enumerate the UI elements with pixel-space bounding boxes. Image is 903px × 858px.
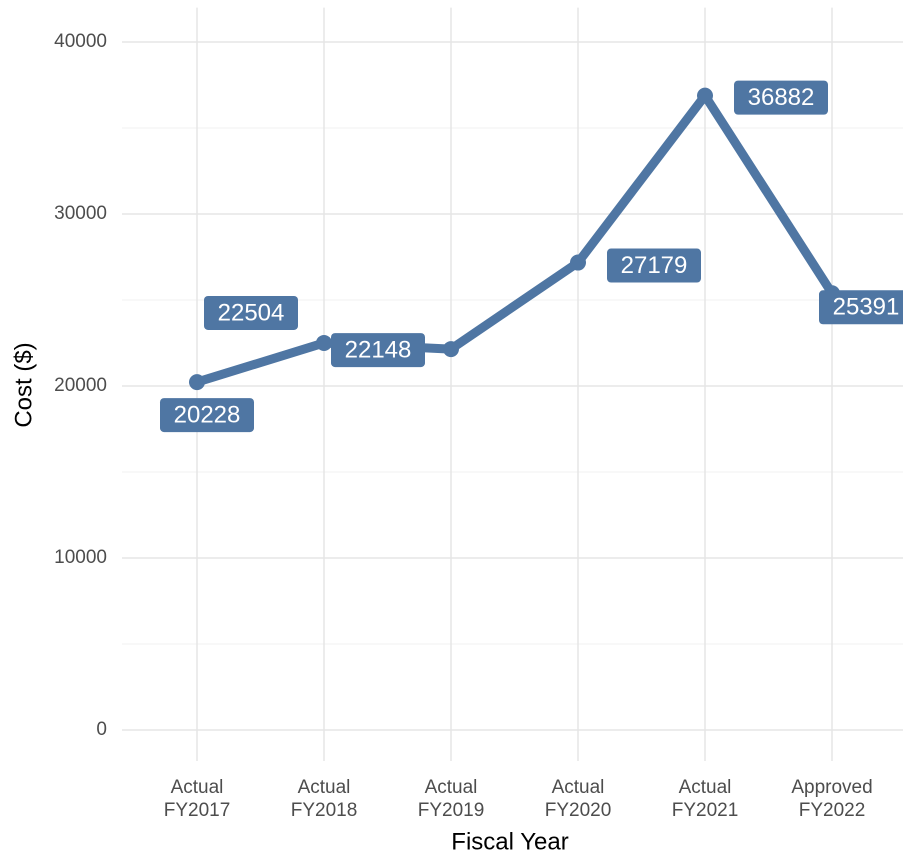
data-label-box — [607, 248, 701, 283]
y-tick-label: 10000 — [54, 547, 107, 568]
point — [697, 87, 713, 104]
data-label: 22504 — [218, 299, 285, 326]
data-label: 36882 — [748, 84, 815, 111]
x-axis-title: Fiscal Year — [451, 828, 568, 855]
data-label-box — [204, 295, 298, 330]
x-tick-label: Approved FY2022 — [791, 777, 872, 821]
data-label: 27179 — [621, 252, 688, 279]
y-tick-label: 40000 — [54, 31, 107, 52]
x-tick-label: Actual FY2019 — [418, 777, 485, 821]
data-label-box — [819, 290, 903, 325]
data-label: 22148 — [345, 336, 412, 363]
point — [316, 334, 332, 351]
point — [443, 341, 459, 358]
data-label: 20228 — [174, 401, 241, 428]
data-label-box — [331, 333, 425, 368]
y-tick-label: 20000 — [54, 375, 107, 396]
line — [195, 91, 836, 387]
x-tick-label: Actual FY2018 — [291, 777, 358, 821]
data-label-box — [734, 80, 828, 115]
x-tick-label: Actual FY2021 — [672, 777, 739, 821]
y-tick-label: 0 — [96, 719, 107, 740]
data-label-box — [160, 398, 254, 433]
data-label: 25391 — [833, 294, 900, 321]
point — [570, 254, 586, 271]
x-tick-label: Actual FY2020 — [545, 777, 612, 821]
y-axis-title: Cost ($) — [10, 342, 37, 427]
point — [189, 374, 205, 391]
x-tick-label: Actual FY2017 — [164, 777, 231, 821]
y-tick-label: 30000 — [54, 203, 107, 224]
